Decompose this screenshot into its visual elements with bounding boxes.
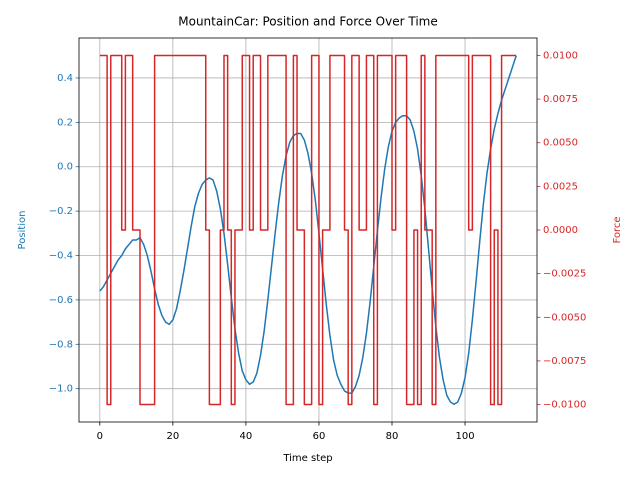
y2-tick-label: 0.0000 (543, 225, 578, 236)
y2-tick-label: −0.0075 (543, 356, 586, 367)
x-tick-label: 60 (313, 431, 326, 442)
chart-title: MountainCar: Position and Force Over Tim… (178, 15, 437, 29)
y2-tick-label: −0.0100 (543, 400, 586, 411)
y-tick-label: 0.4 (57, 73, 73, 84)
y-tick-label: −1.0 (49, 384, 73, 395)
y-tick-label: 0.0 (57, 162, 73, 173)
series-line (99, 54, 517, 406)
y2-tick-label: 0.0025 (543, 181, 578, 192)
y-axis-label: Position (17, 211, 28, 250)
y2-tick-label: −0.0050 (543, 312, 586, 323)
plot-frame (78, 37, 538, 423)
x-tick-label: 0 (97, 431, 103, 442)
x-tick-label: 80 (386, 431, 399, 442)
y-tick-label: −0.6 (49, 295, 73, 306)
y-tick-label: −0.2 (49, 206, 73, 217)
series-line (99, 55, 517, 405)
y-tick-label: −0.8 (49, 339, 73, 350)
y-tick-label: 0.2 (57, 117, 73, 128)
y2-tick-label: 0.0100 (543, 50, 578, 61)
y2-tick-label: 0.0050 (543, 138, 578, 149)
y2-tick-label: 0.0075 (543, 94, 578, 105)
x-tick-label: 20 (166, 431, 179, 442)
y-tick-label: −0.4 (49, 251, 73, 262)
x-tick-label: 40 (240, 431, 253, 442)
x-tick-label: 100 (456, 431, 475, 442)
y2-axis-label: Force (612, 216, 623, 243)
x-axis-label: Time step (282, 453, 332, 464)
y2-tick-label: −0.0025 (543, 269, 586, 280)
